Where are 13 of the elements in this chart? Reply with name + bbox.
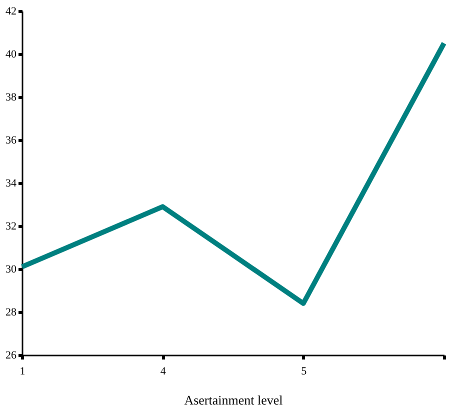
- x-tick-label: 4: [160, 366, 166, 378]
- x-tick-label: 5: [301, 366, 308, 378]
- x-tick-label: 1: [20, 366, 26, 378]
- y-tick-label: 36: [6, 134, 17, 146]
- y-tick-label: 42: [6, 6, 16, 18]
- y-tick-label: 34: [6, 178, 17, 190]
- y-tick-label: 32: [6, 220, 16, 232]
- y-tick-label: 40: [6, 48, 17, 60]
- y-tick-label: 28: [6, 306, 17, 318]
- y-tick-label: 26: [6, 350, 17, 362]
- y-tick-label: 38: [6, 92, 17, 104]
- x-axis-title: Asertainment level: [184, 392, 284, 408]
- y-tick-label: 30: [6, 264, 17, 276]
